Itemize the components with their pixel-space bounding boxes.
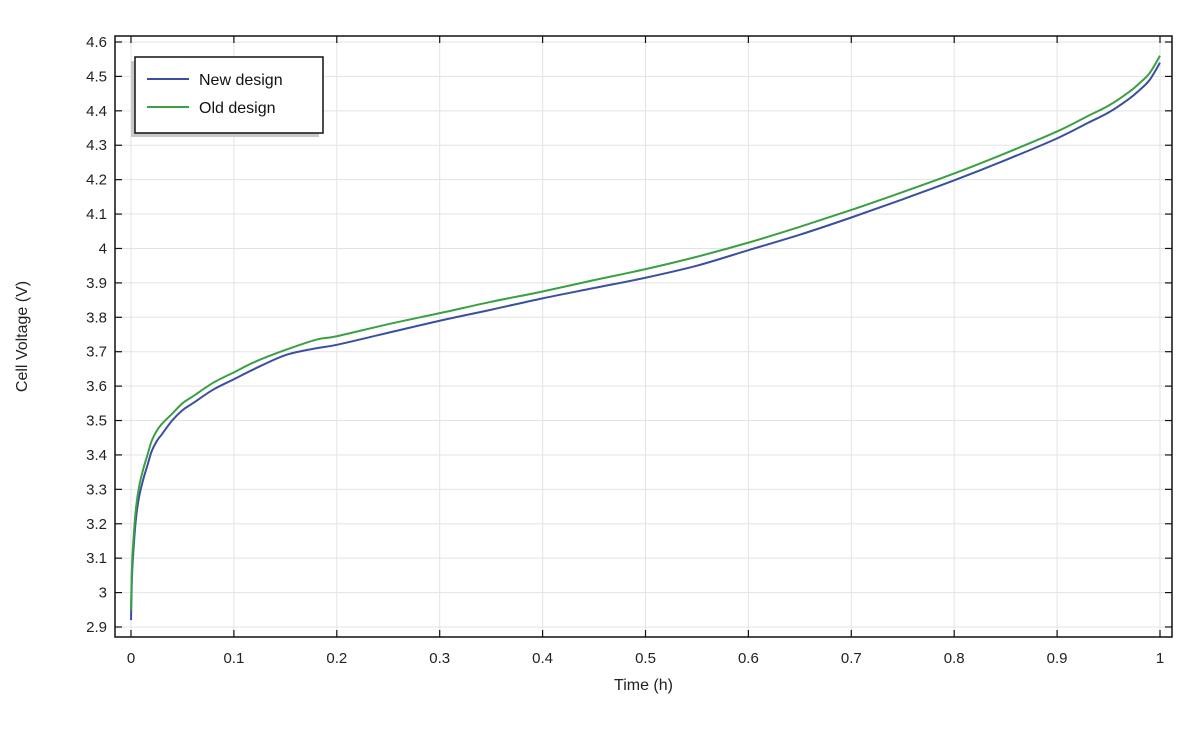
legend-label-old-design: Old design	[199, 100, 276, 117]
series	[130, 55, 1161, 621]
x-tick-label: 1	[1156, 650, 1164, 667]
x-tick-label: 0.4	[532, 650, 553, 667]
y-tick-label: 3.8	[86, 309, 107, 326]
x-tick-label: 0	[127, 650, 135, 667]
y-tick-label: 4.4	[86, 103, 107, 120]
y-tick-label: 3.4	[86, 447, 107, 464]
y-tick-label: 3.6	[86, 378, 107, 395]
y-tick-label: 3.3	[86, 481, 107, 498]
y-tick-label: 4.3	[86, 137, 107, 154]
x-tick-label: 0.5	[635, 650, 656, 667]
y-tick-label: 4	[99, 240, 107, 257]
y-tick-label: 4.2	[86, 172, 107, 189]
legend: New design Old design	[131, 56, 324, 137]
x-tick-label: 0.3	[429, 650, 450, 667]
y-tick-label: 3.2	[86, 516, 107, 533]
y-tick-label: 4.5	[86, 68, 107, 85]
ticks: 0 0.1 0.2 0.3 0.4 0.5 0.6 0.7 0.8 0.9 1 2.9 3 3.1 3.2 3…	[86, 34, 1172, 667]
y-tick-label: 3.5	[86, 413, 107, 430]
x-tick-label: 0.1	[223, 650, 244, 667]
y-tick-label: 3.9	[86, 275, 107, 292]
x-tick-label: 0.8	[944, 650, 965, 667]
y-axis-label: Cell Voltage (V)	[14, 281, 31, 392]
x-tick-label: 0.2	[326, 650, 347, 667]
y-tick-label: 2.9	[86, 619, 107, 636]
x-tick-label: 0.7	[841, 650, 862, 667]
x-tick-label: 0.6	[738, 650, 759, 667]
y-tick-label: 4.1	[86, 206, 107, 223]
y-tick-label: 3.7	[86, 344, 107, 361]
y-tick-label: 4.6	[86, 34, 107, 51]
series-line-new-design	[130, 62, 1161, 621]
y-tick-label: 3.1	[86, 550, 107, 567]
legend-box	[134, 56, 324, 134]
legend-label-new-design: New design	[199, 72, 283, 89]
y-tick-label: 3	[99, 585, 107, 602]
x-tick-label: 0.9	[1047, 650, 1068, 667]
grid	[115, 36, 1172, 637]
series-line-old-design	[130, 55, 1161, 610]
x-axis-label: Time (h)	[614, 677, 673, 694]
plot-frame	[114, 35, 1173, 638]
